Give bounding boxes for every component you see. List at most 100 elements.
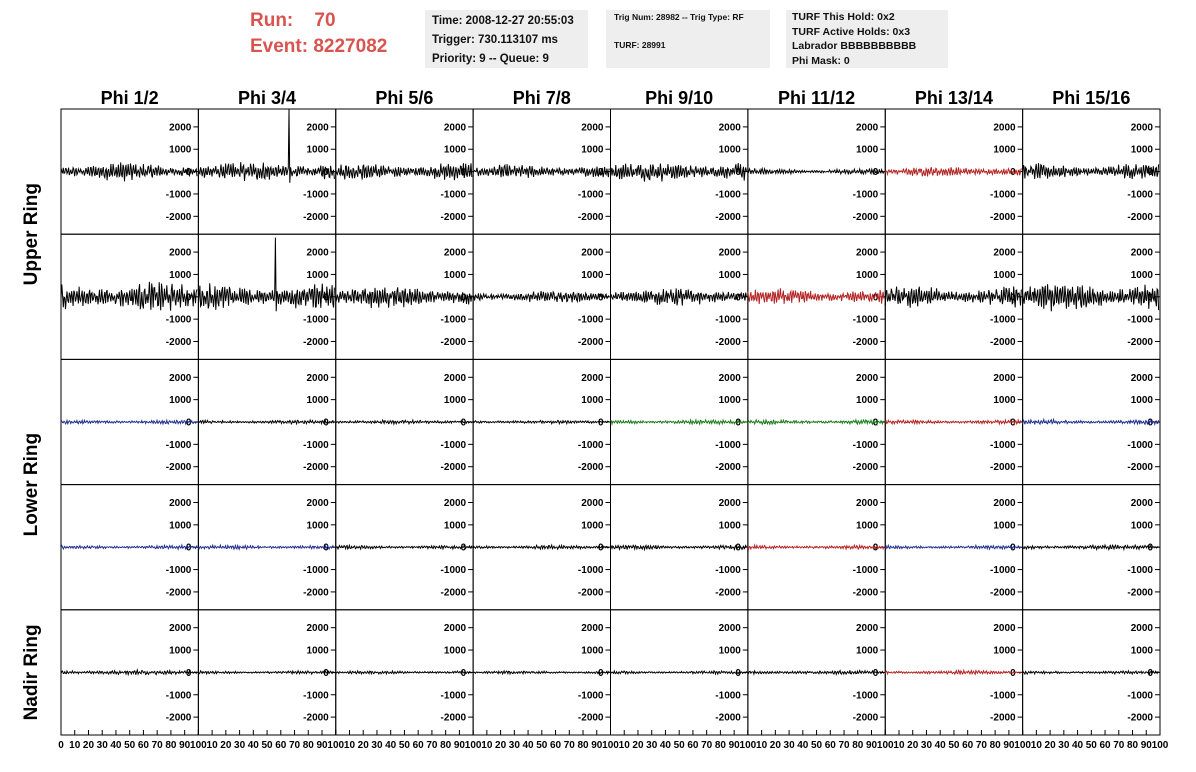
y-tick-label: 2000	[307, 373, 330, 384]
y-tick-label: -2000	[303, 713, 329, 724]
y-tick-label: -2000	[578, 337, 604, 348]
y-tick-label: 2000	[719, 623, 742, 634]
y-tick-label: 2000	[719, 248, 742, 259]
y-tick-label: -1000	[578, 565, 604, 576]
x-tick-label: 20	[770, 740, 782, 751]
run-label: Run:	[250, 10, 294, 31]
y-tick-label: 2000	[719, 122, 742, 133]
y-tick-label: 1000	[719, 646, 742, 657]
x-tick-label: 10	[756, 740, 768, 751]
y-tick-label: -2000	[441, 212, 467, 223]
x-tick-label: 30	[371, 740, 383, 751]
y-tick-label: 0	[873, 292, 879, 303]
column-title: Phi 15/16	[1052, 88, 1130, 108]
x-tick-label: 90	[866, 740, 878, 751]
y-tick-label: 2000	[993, 122, 1016, 133]
y-tick-label: 1000	[581, 395, 604, 406]
x-tick-label: 10	[619, 740, 631, 751]
y-tick-label: -2000	[578, 587, 604, 598]
x-tick-label: 100	[1014, 740, 1031, 751]
y-tick-label: 1000	[993, 646, 1016, 657]
y-tick-label: 1000	[1131, 145, 1154, 156]
x-tick-label: 10	[1031, 740, 1043, 751]
y-tick-label: -1000	[441, 565, 467, 576]
y-tick-label: -1000	[303, 690, 329, 701]
y-tick-label: -1000	[990, 565, 1016, 576]
y-tick-label: 1000	[993, 520, 1016, 531]
y-tick-label: -2000	[166, 462, 192, 473]
x-tick-label: 80	[303, 740, 315, 751]
trigger-text: Trigger: 730.113107 ms	[432, 34, 558, 46]
y-tick-label: 2000	[993, 498, 1016, 509]
y-tick-label: -2000	[1127, 587, 1153, 598]
y-tick-label: -1000	[990, 315, 1016, 326]
x-tick-label: 80	[990, 740, 1002, 751]
x-tick-label: 30	[509, 740, 521, 751]
waveform-trace	[60, 162, 198, 182]
waveform-trace	[335, 543, 473, 551]
x-tick-label: 10	[893, 740, 905, 751]
x-tick-label: 90	[729, 740, 741, 751]
y-tick-label: 2000	[856, 498, 879, 509]
waveform-trace	[884, 166, 1022, 177]
x-tick-label: 40	[110, 740, 122, 751]
y-tick-label: 1000	[444, 646, 467, 657]
y-tick-label: 1000	[581, 145, 604, 156]
waveform-trace	[197, 543, 335, 551]
y-tick-label: 2000	[581, 122, 604, 133]
y-tick-label: -2000	[990, 713, 1016, 724]
y-tick-label: 1000	[1131, 646, 1154, 657]
waveform-trace	[747, 288, 885, 305]
y-tick-label: 1000	[993, 395, 1016, 406]
x-tick-label: 60	[138, 740, 150, 751]
y-tick-label: -2000	[166, 212, 192, 223]
waveform-trace	[472, 669, 610, 676]
y-tick-label: -2000	[441, 337, 467, 348]
y-tick-label: 1000	[169, 270, 192, 281]
x-tick-label: 10	[207, 740, 219, 751]
y-tick-label: -1000	[715, 690, 741, 701]
y-tick-label: 2000	[1131, 248, 1154, 259]
y-tick-label: 1000	[581, 270, 604, 281]
waveform-trace	[60, 543, 198, 551]
y-tick-label: 1000	[993, 145, 1016, 156]
y-tick-label: -1000	[853, 690, 879, 701]
x-tick-label: 80	[577, 740, 589, 751]
y-tick-label: 1000	[444, 395, 467, 406]
y-tick-label: -2000	[166, 587, 192, 598]
y-tick-label: 0	[1010, 418, 1016, 429]
x-tick-label: 100	[327, 740, 344, 751]
y-tick-label: 2000	[444, 248, 467, 259]
y-tick-label: 1000	[856, 145, 879, 156]
waveform-trace	[747, 543, 885, 551]
y-tick-label: 1000	[856, 520, 879, 531]
y-tick-label: -1000	[853, 189, 879, 200]
labrador-text: Labrador BBBBBBBBBB	[792, 40, 917, 52]
y-tick-label: 2000	[856, 122, 879, 133]
turf-text: TURF: 28991	[614, 40, 666, 50]
y-tick-label: 1000	[444, 520, 467, 531]
y-tick-label: 0	[873, 418, 879, 429]
waveform-trace	[1022, 669, 1159, 676]
x-tick-label: 30	[646, 740, 658, 751]
y-tick-label: 0	[186, 543, 192, 554]
y-tick-label: 2000	[307, 498, 330, 509]
waveform-trace	[472, 543, 610, 551]
y-tick-label: 1000	[169, 646, 192, 657]
x-tick-label: 100	[1152, 740, 1169, 751]
y-tick-label: 0	[461, 543, 467, 554]
waveform-trace	[1022, 163, 1160, 180]
waveform-trace	[884, 543, 1022, 551]
y-tick-label: 2000	[169, 623, 192, 634]
x-tick-label: 50	[948, 740, 960, 751]
x-tick-label: 20	[907, 740, 919, 751]
y-tick-label: -2000	[853, 713, 879, 724]
y-tick-label: -1000	[166, 565, 192, 576]
x-tick-label: 60	[1099, 740, 1111, 751]
column-title: Phi 9/10	[645, 88, 713, 108]
y-tick-label: 0	[598, 418, 604, 429]
x-tick-label: 30	[234, 740, 246, 751]
y-tick-label: -2000	[715, 212, 741, 223]
x-tick-label: 70	[838, 740, 850, 751]
